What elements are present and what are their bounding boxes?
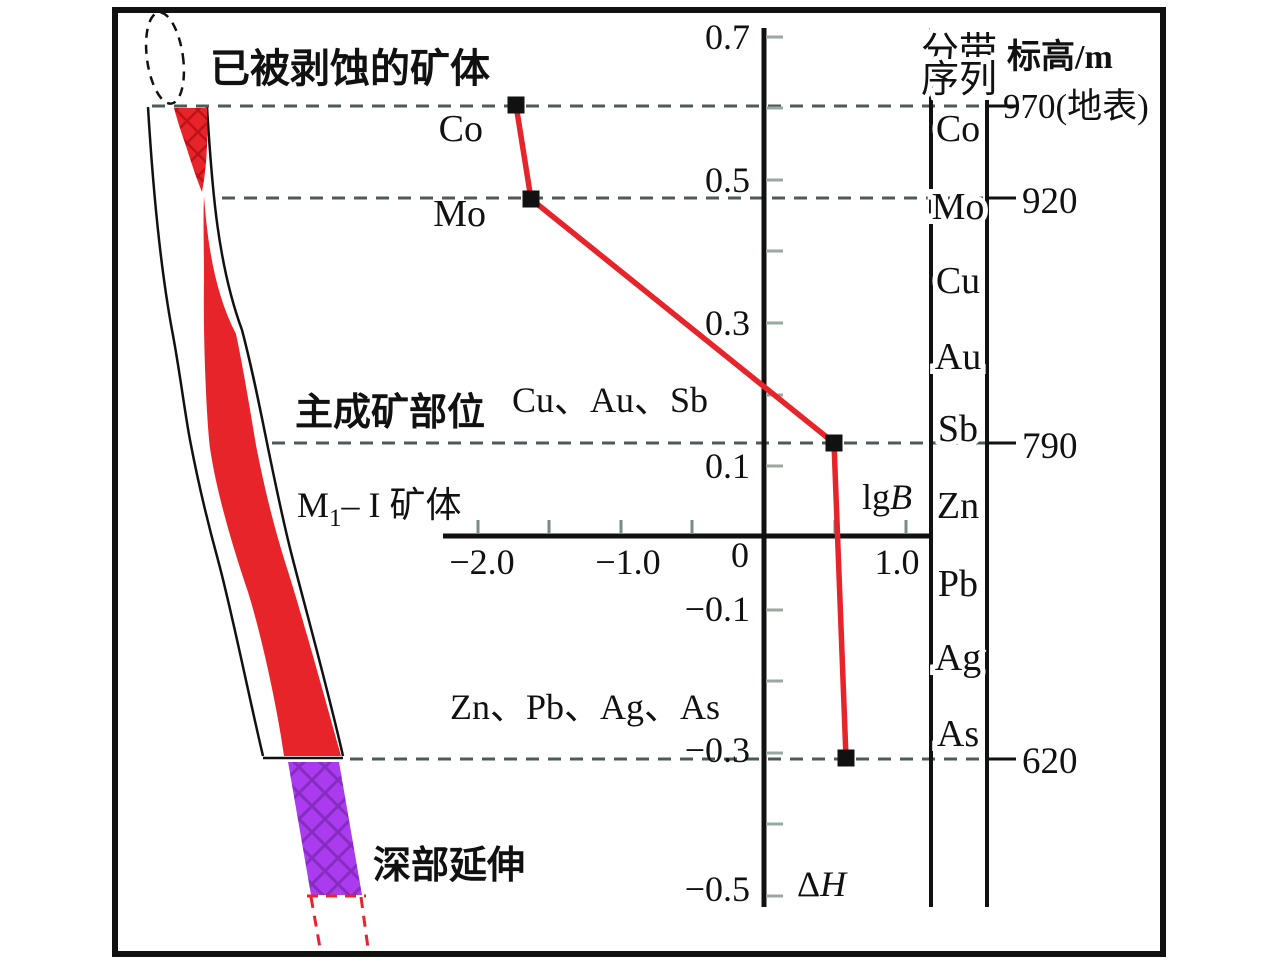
y-axis-title: ΔH: [797, 864, 848, 904]
inferred-extension-dashed: [307, 894, 370, 949]
y-axis-title-delta: Δ: [797, 864, 820, 904]
elevation-920: 920: [1022, 181, 1078, 222]
zoning-element-mo: Mo: [932, 186, 985, 228]
zoning-element-pb: Pb: [938, 563, 978, 605]
ore-band-outline-left: [146, 106, 265, 757]
zoning-columns: [929, 28, 1016, 907]
y-tick--0.1: −0.1: [685, 589, 750, 629]
eroded-ore-hatch: [174, 108, 208, 192]
marker-as: [837, 749, 855, 767]
marker-co: [507, 96, 525, 114]
zoning-element-list: Co Mo Cu Au Sb Zn Pb Ag As: [927, 103, 990, 760]
x-tick-1.0: 1.0: [875, 542, 920, 582]
ore-body-name-subscript: 1: [329, 505, 342, 532]
x-tick-labels: −2.0 −1.0 0 1.0: [449, 535, 919, 582]
zoning-header-line2: 序列: [921, 59, 997, 101]
main-zone-elements-label: Cu、Au、Sb: [512, 380, 708, 420]
curve-label-co: Co: [439, 108, 483, 150]
zoning-element-co: Co: [936, 108, 980, 150]
deep-extension-fill: [288, 762, 362, 895]
zoning-element-ag: Ag: [935, 637, 981, 679]
deep-extension-label: 深部延伸: [373, 845, 525, 887]
x-axis-ticks: [476, 520, 908, 534]
axes: [443, 28, 932, 907]
x-axis-title: lgB: [862, 477, 912, 517]
x-tick--1.0: −1.0: [595, 542, 660, 582]
zoning-element-zn: Zn: [937, 485, 979, 527]
deep-zone-elements-label: Zn、Pb、Ag、As: [450, 687, 720, 727]
zoning-element-au: Au: [935, 336, 981, 378]
y-tick-0.3: 0.3: [705, 303, 750, 343]
zoning-curve: [513, 104, 849, 759]
y-tick--0.5: −0.5: [685, 869, 750, 909]
marker-mo: [522, 190, 540, 208]
ore-body-sketch: [144, 11, 370, 949]
ore-body-name-m: M: [297, 485, 329, 525]
y-tick--0.3: −0.3: [685, 730, 750, 770]
elevation-790: 790: [1022, 426, 1078, 467]
marker-sb: [825, 434, 843, 452]
zoning-element-cu: Cu: [936, 260, 980, 302]
x-axis-title-B: B: [890, 477, 912, 517]
y-tick-0.7: 0.7: [705, 17, 750, 57]
x-tick-0: 0: [731, 535, 749, 575]
eroded-ore-outline-oval: [144, 11, 186, 105]
figure-border: [112, 7, 1166, 957]
x-tick--2.0: −2.0: [449, 542, 514, 582]
main-ore-fill: [203, 196, 341, 756]
zoning-element-as: As: [937, 713, 979, 755]
curve-label-mo: Mo: [433, 193, 486, 235]
ore-body-name-rest: – I 矿体: [341, 485, 462, 525]
elevation-header: 标高/m: [1007, 38, 1113, 76]
elevation-ticks: [987, 104, 1016, 761]
level-lines: [152, 104, 986, 761]
curve-markers: [507, 96, 855, 767]
y-tick-labels: 0.7 0.5 0.3 0.1 −0.1 −0.3 −0.5: [685, 17, 750, 909]
elevation-970: 970(地表): [1003, 87, 1149, 126]
elevation-620: 620: [1022, 741, 1078, 782]
zoning-column-header: 分带 序列: [916, 26, 1002, 106]
main-zone-label: 主成矿部位: [295, 392, 485, 434]
y-axis-title-H: H: [819, 864, 848, 904]
zoning-header-line1: 分带: [921, 31, 997, 73]
zoning-element-sb: Sb: [938, 408, 978, 450]
ore-band-outline-right: [205, 106, 345, 757]
eroded-ore-label: 已被剥蚀的矿体: [210, 46, 490, 91]
x-axis-title-lg: lg: [862, 477, 890, 517]
ore-body-name-label: M1– I 矿体: [297, 485, 462, 532]
y-tick-0.5: 0.5: [705, 160, 750, 200]
y-tick-0.1: 0.1: [705, 446, 750, 486]
